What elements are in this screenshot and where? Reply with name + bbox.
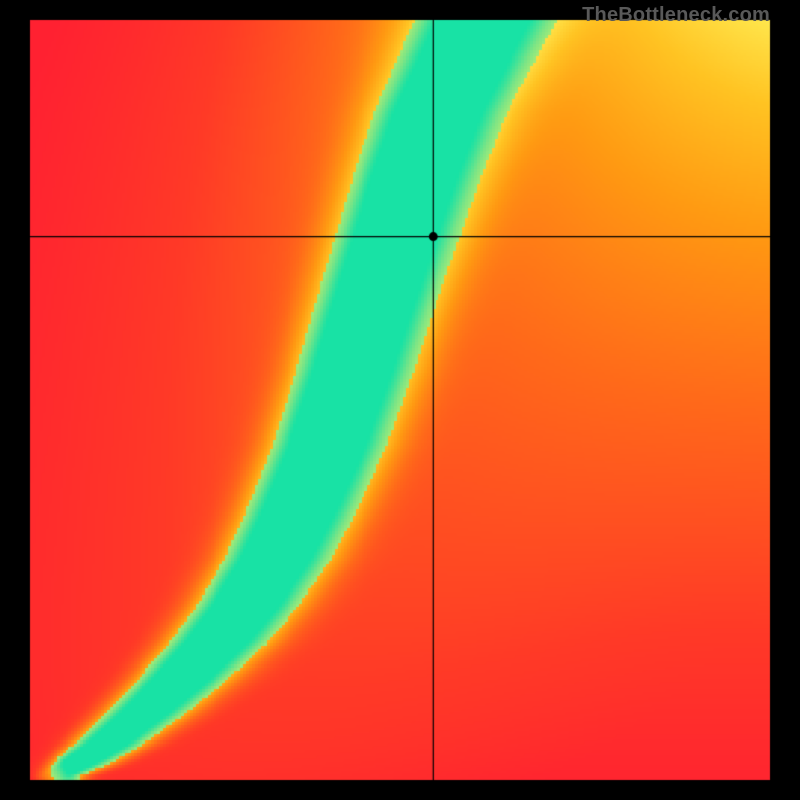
watermark-text: TheBottleneck.com xyxy=(582,4,770,27)
chart-root: TheBottleneck.com xyxy=(0,0,800,800)
heatmap-canvas xyxy=(0,0,800,800)
